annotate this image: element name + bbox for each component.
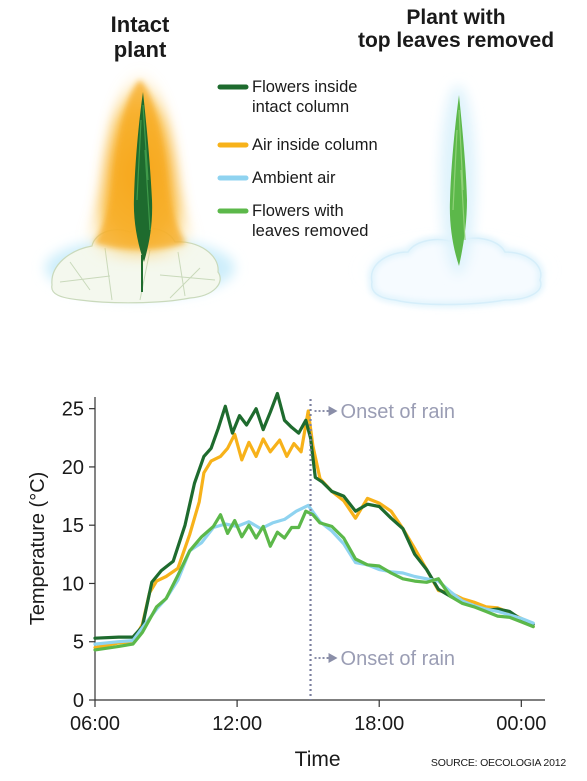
x-tick-label: 06:00 [70,713,120,735]
chart-axes: 0 5 10 15 20 25 06:00 12:00 18:00 00:00 Time Temper… [27,397,546,771]
y-tick-label: 5 [73,632,84,654]
x-tick-label: 18:00 [354,713,404,735]
legend-label-2: Air inside column [252,136,378,154]
y-tick-label: 25 [62,399,84,421]
legend-label-1: Flowers inside [252,78,357,96]
series-line-3 [93,503,535,646]
removed-title-line2: top leaves removed [358,29,554,52]
temperature-chart: 0 5 10 15 20 25 06:00 12:00 18:00 00:00 Time Temper… [27,391,546,771]
y-tick-label: 0 [73,690,84,712]
x-tick-label: 12:00 [212,713,262,735]
y-tick-label: 10 [62,573,84,595]
series-line-4 [93,509,535,652]
source-credit: SOURCE: OECOLOGIA 2012 [431,757,566,769]
legend-label-1-line2: intact column [252,98,349,116]
intact-title-line1: Intact [111,12,170,37]
series-line-1 [93,409,535,650]
y-tick-label: 20 [62,457,84,479]
chart-annotations: Onset of rain Onset of rain [309,399,456,700]
chart-legend: Flowers inside intact column Air inside co… [217,78,378,240]
y-tick-label: 15 [62,515,84,537]
removed-title-line1: Plant with [406,6,505,29]
y-axis-label: Temperature (°C) [27,472,49,626]
removed-plant-illustration [355,85,555,308]
intact-plant-panel: Intact plant [45,12,235,304]
legend-label-4: Flowers with [252,202,344,220]
series-line-2 [93,391,535,640]
intact-title-line2: plant [114,37,167,62]
removed-plant-panel: Plant with top leaves removed [355,6,555,308]
rain-top-label: Onset of rain [341,401,456,423]
rain-bottom-label: Onset of rain [341,648,456,670]
rain-top-arrowhead [328,406,338,416]
intact-plant-illustration [45,70,235,304]
legend-label-3: Ambient air [252,169,336,187]
chart-series [93,391,535,652]
rain-bottom-arrowhead [328,653,338,663]
x-axis-label: Time [295,748,341,771]
x-tick-label: 00:00 [496,713,546,735]
legend-label-4-line2: leaves removed [252,222,368,240]
